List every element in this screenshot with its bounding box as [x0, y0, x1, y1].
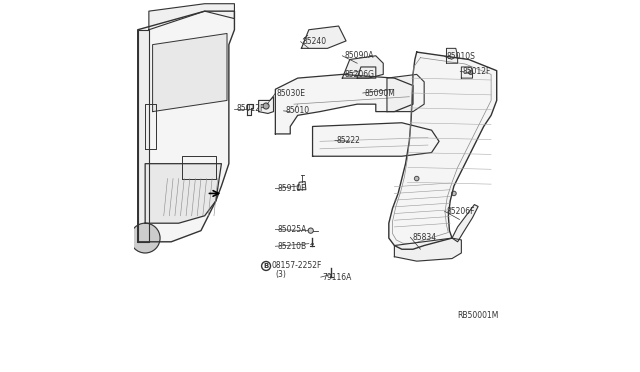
- Polygon shape: [145, 164, 221, 223]
- Text: 79116A: 79116A: [323, 273, 352, 282]
- Text: 85010S: 85010S: [447, 52, 476, 61]
- Text: 85030E: 85030E: [277, 89, 306, 98]
- Polygon shape: [389, 52, 497, 249]
- Circle shape: [452, 191, 456, 196]
- Text: (3): (3): [275, 270, 286, 279]
- Circle shape: [262, 262, 271, 270]
- Text: B: B: [264, 263, 269, 269]
- Polygon shape: [149, 4, 234, 30]
- Polygon shape: [447, 48, 458, 63]
- Polygon shape: [461, 67, 472, 78]
- Text: 85910F: 85910F: [277, 184, 306, 193]
- Circle shape: [468, 71, 472, 74]
- Text: 85834: 85834: [412, 233, 436, 242]
- Text: 85012F: 85012F: [462, 67, 490, 76]
- Polygon shape: [342, 56, 383, 78]
- Polygon shape: [275, 74, 413, 134]
- Polygon shape: [259, 97, 273, 113]
- Polygon shape: [152, 33, 227, 112]
- Polygon shape: [312, 123, 439, 156]
- Circle shape: [415, 176, 419, 181]
- Text: 85206F: 85206F: [447, 207, 475, 216]
- Text: 85206G: 85206G: [344, 70, 374, 79]
- Text: 85010: 85010: [285, 106, 310, 115]
- Text: 85222: 85222: [337, 136, 360, 145]
- Polygon shape: [248, 104, 253, 115]
- Circle shape: [308, 228, 314, 233]
- Polygon shape: [394, 238, 461, 261]
- Text: 08157-2252F: 08157-2252F: [271, 262, 322, 270]
- Text: 85240: 85240: [303, 37, 326, 46]
- Polygon shape: [452, 205, 478, 242]
- Text: 85210B: 85210B: [277, 242, 307, 251]
- Polygon shape: [138, 30, 149, 242]
- Polygon shape: [138, 11, 234, 242]
- Text: RB50001M: RB50001M: [458, 311, 499, 320]
- Polygon shape: [301, 26, 346, 48]
- Circle shape: [263, 103, 269, 109]
- Polygon shape: [387, 74, 424, 112]
- Text: 85025A: 85025A: [277, 225, 307, 234]
- Text: 85012F: 85012F: [236, 105, 265, 113]
- Text: 85090M: 85090M: [365, 89, 396, 97]
- Circle shape: [131, 223, 160, 253]
- Text: 85090A: 85090A: [344, 51, 374, 60]
- Polygon shape: [298, 182, 306, 190]
